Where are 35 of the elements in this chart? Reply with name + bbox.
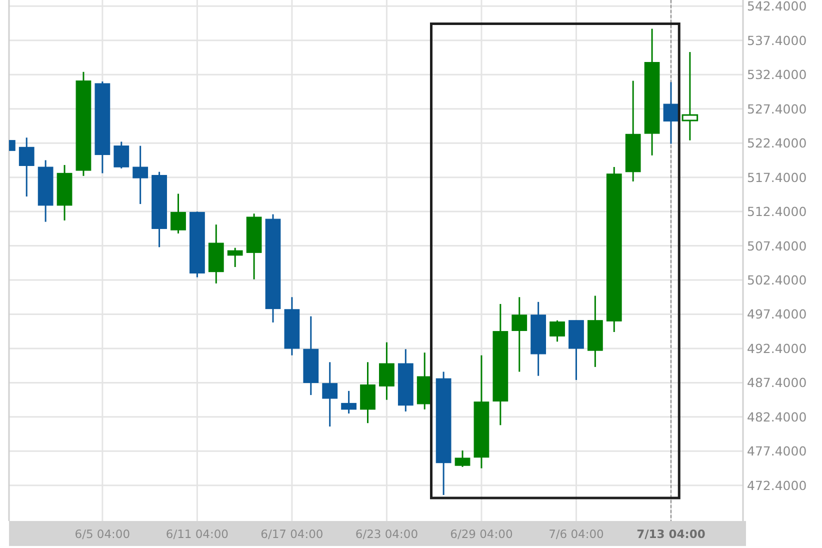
y-tick-label: 497.4000 xyxy=(747,306,807,322)
candlestick xyxy=(114,140,130,170)
candlestick xyxy=(454,450,470,468)
x-tick-label: 6/17 04:00 xyxy=(260,527,324,541)
candlestick xyxy=(170,193,186,234)
y-tick-label: 527.4000 xyxy=(747,101,807,116)
candlestick xyxy=(132,145,148,205)
candlestick xyxy=(682,51,698,142)
y-tick-label: 472.4000 xyxy=(747,478,807,493)
y-tick-label: 477.4000 xyxy=(747,444,807,459)
y-tick-label: 492.4000 xyxy=(747,340,807,356)
x-tick-label: 7/6 04:00 xyxy=(548,527,604,541)
x-tick-label: 7/13 04:00 xyxy=(636,527,706,541)
y-tick-label: 512.4000 xyxy=(747,204,807,220)
y-tick-label: 522.4000 xyxy=(747,136,807,151)
x-tick-label: 6/29 04:00 xyxy=(450,527,513,541)
candlestick xyxy=(512,296,528,372)
y-tick-label: 502.4000 xyxy=(747,272,807,288)
y-tick-label: 487.4000 xyxy=(747,375,807,390)
y-tick-label: 532.4000 xyxy=(747,67,807,82)
y-tick-label: 507.4000 xyxy=(747,238,807,254)
y-tick-label: 542.4000 xyxy=(747,0,807,14)
x-tick-label: 6/23 04:00 xyxy=(355,527,418,541)
y-tick-label: 482.4000 xyxy=(747,409,807,424)
y-tick-label: 537.4000 xyxy=(747,32,807,48)
candlestick xyxy=(18,136,34,198)
y-tick-label: 517.4000 xyxy=(747,170,807,185)
x-tick-label: 6/11 04:00 xyxy=(166,527,229,541)
candlestick xyxy=(322,361,338,428)
candlestick xyxy=(550,320,565,342)
candlestick xyxy=(227,247,243,268)
candlestick xyxy=(341,390,356,414)
x-tick-label: 6/5 04:00 xyxy=(74,527,130,541)
candlestick xyxy=(663,81,679,145)
candlestick xyxy=(379,342,394,401)
